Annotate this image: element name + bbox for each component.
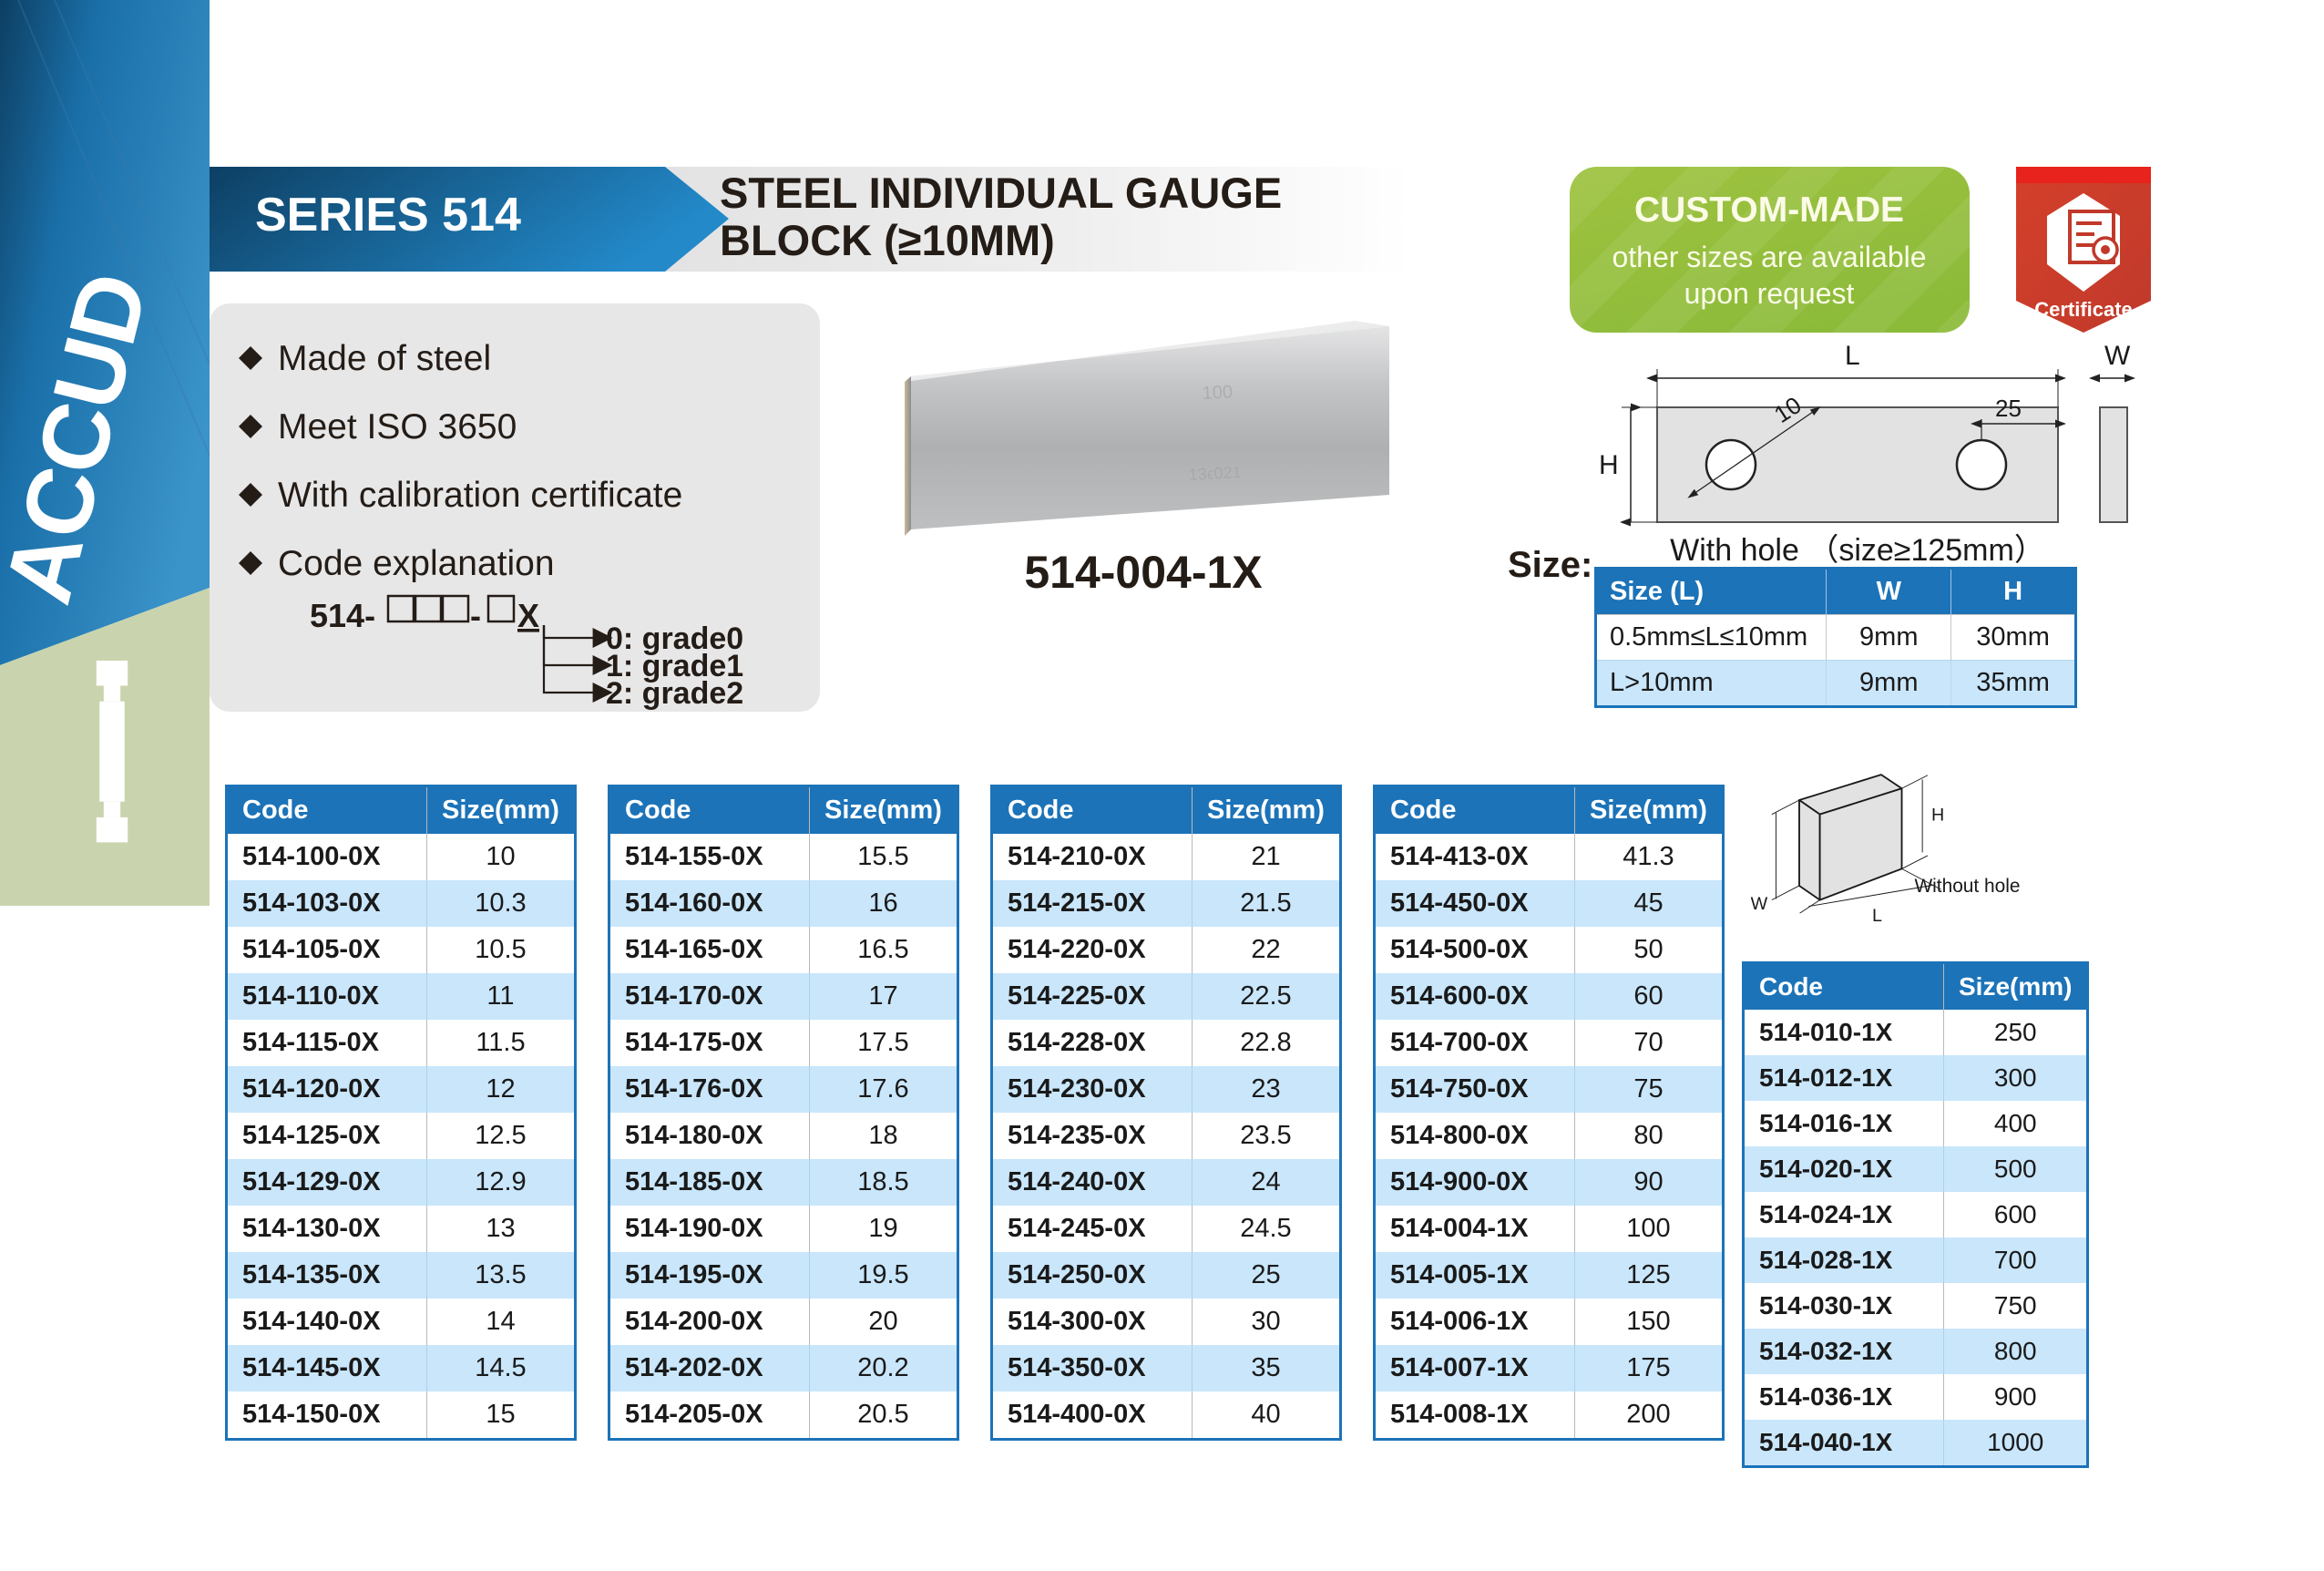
svg-text:W: W [1751, 894, 1768, 914]
svg-text:H: H [1931, 806, 1944, 826]
svg-text:Without hole: Without hole [1914, 876, 2020, 897]
svg-text:L: L [1872, 906, 1882, 926]
